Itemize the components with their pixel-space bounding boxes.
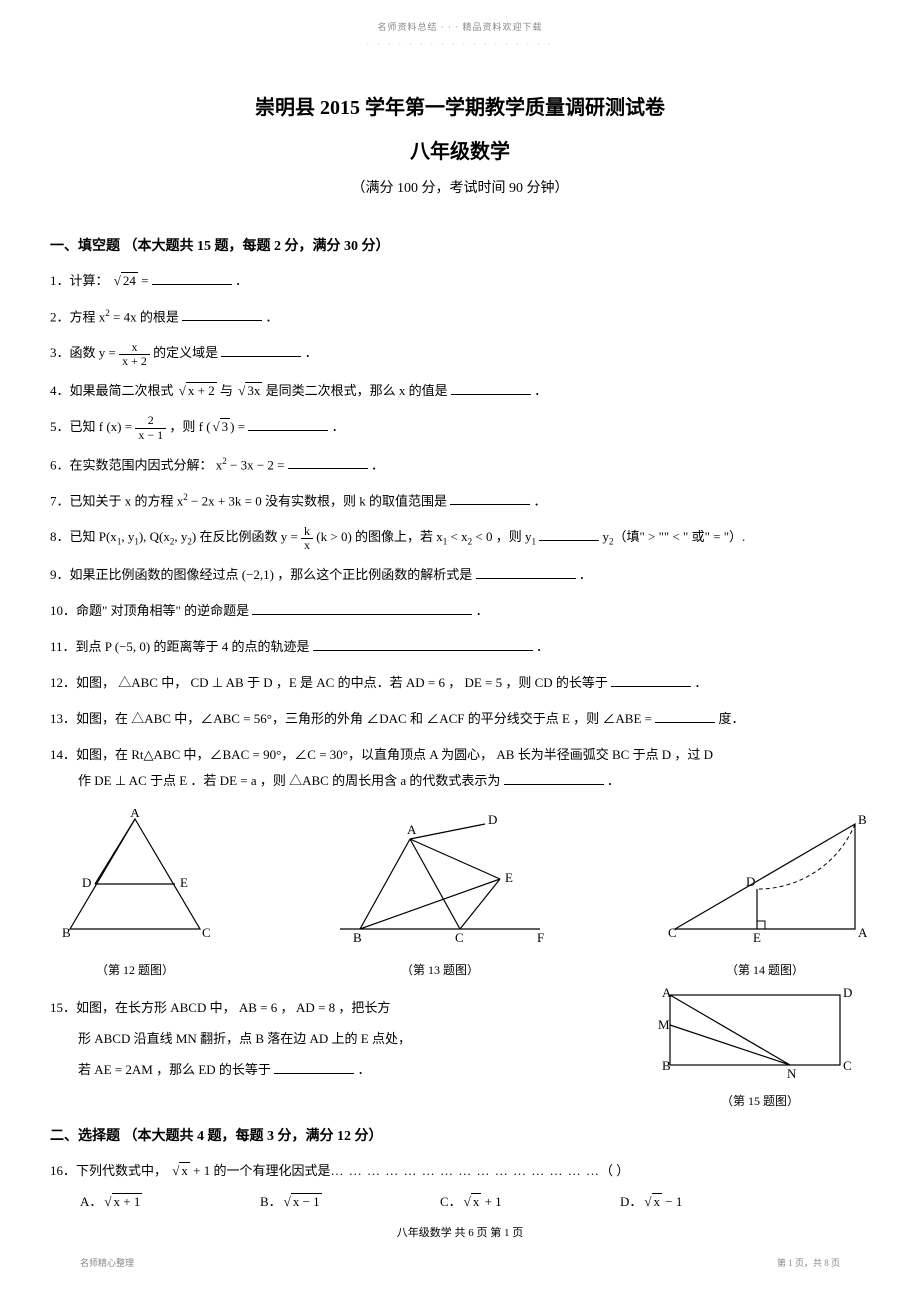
figures-row: A B C D E （第 12 题图） A B C D E — [50, 809, 870, 980]
question-7: 7．已知关于 x 的方程 x2 − 2x + 3k = 0 没有实数根，则 k … — [50, 488, 870, 514]
figure-13: A B C D E F （第 13 题图） — [325, 809, 555, 980]
page-footer: 八年级数学 共 6 页 第 1 页 — [50, 1225, 870, 1243]
blank — [274, 1061, 354, 1074]
fraction: xx + 2 — [119, 341, 150, 368]
svg-text:A: A — [662, 985, 672, 1000]
question-4: 4．如果最简二次根式 x + 2 与 3x 是同类二次根式，那么 x 的值是 ． — [50, 378, 870, 404]
figure-14: A B C D E （第 14 题图） — [660, 809, 870, 980]
question-8: 8．已知 P(x1, y1), Q(x2, y2) 在反比例函数 y = kx … — [50, 524, 870, 552]
blank — [313, 638, 533, 651]
fig15-svg: A D B C M N — [650, 985, 860, 1080]
svg-text:B: B — [62, 925, 71, 940]
fig12-svg: A B C D E — [50, 809, 220, 949]
svg-text:C: C — [202, 925, 211, 940]
fig15-label: （第 15 题图） — [650, 1092, 870, 1111]
svg-text:B: B — [662, 1058, 671, 1073]
svg-text:M: M — [658, 1017, 670, 1032]
blank — [288, 456, 368, 469]
fig14-label: （第 14 题图） — [660, 961, 870, 980]
question-12: 12．如图， △ABC 中， CD ⊥ AB 于 D ，E 是 AC 的中点．若… — [50, 670, 870, 696]
question-3: 3．函数 y = xx + 2 的定义域是 ． — [50, 340, 870, 368]
q16-options: A．x + 1 B．x − 1 C．x + 1 D．x − 1 — [50, 1189, 870, 1215]
question-5: 5．已知 f (x) = 2x − 1 ，则 f (3) = ． — [50, 414, 870, 442]
fig13-label: （第 13 题图） — [325, 961, 555, 980]
svg-text:D: D — [746, 874, 755, 889]
svg-text:C: C — [455, 930, 464, 945]
bottom-left-note: 名师精心整理 — [80, 1256, 134, 1270]
blank — [221, 344, 301, 357]
blank — [152, 272, 232, 285]
figure-12: A B C D E （第 12 题图） — [50, 809, 220, 980]
fig14-svg: A B C D E — [660, 809, 870, 949]
fig13-svg: A B C D E F — [325, 809, 555, 949]
question-15: 15．如图，在长方形 ABCD 中， AB = 6 ， AD = 8 ，把长方 … — [50, 985, 870, 1111]
blank — [476, 566, 576, 579]
exam-subject: 八年级数学 — [50, 136, 870, 168]
svg-text:A: A — [407, 822, 417, 837]
svg-text:E: E — [753, 930, 761, 945]
section-2-header: 二、选择题 （本大题共 4 题，每题 3 分，满分 12 分） — [50, 1126, 870, 1148]
blank — [451, 382, 531, 395]
svg-text:C: C — [843, 1058, 852, 1073]
question-13: 13．如图，在 △ABC 中，∠ABC = 56°，三角形的外角 ∠DAC 和 … — [50, 706, 870, 732]
svg-text:F: F — [537, 930, 544, 945]
question-1: 1．计算： 24 = ． — [50, 268, 870, 294]
blank — [539, 528, 599, 541]
blank — [450, 492, 530, 505]
option-c: C．x + 1 — [440, 1189, 620, 1215]
blank — [252, 602, 472, 615]
blank — [182, 308, 262, 321]
fig12-label: （第 12 题图） — [50, 961, 220, 980]
question-14: 14．如图，在 Rt△ABC 中，∠BAC = 90°，∠C = 30°，以直角… — [50, 742, 870, 794]
question-6: 6．在实数范围内因式分解： x2 − 3x − 2 = ． — [50, 452, 870, 478]
option-a: A．x + 1 — [80, 1189, 260, 1215]
svg-text:D: D — [488, 812, 497, 827]
figure-15: A D B C M N （第 15 题图） — [650, 985, 870, 1111]
svg-text:A: A — [130, 809, 140, 820]
svg-text:B: B — [353, 930, 362, 945]
blank — [248, 418, 328, 431]
doc-header-dots: · · · · · · · · · · · · · · · · · · — [50, 39, 870, 52]
exam-title: 崇明县 2015 学年第一学期教学质量调研测试卷 — [50, 92, 870, 124]
question-9: 9．如果正比例函数的图像经过点 (−2,1) ，那么这个正比例函数的解析式是 ． — [50, 562, 870, 588]
doc-header: 名师资料总结 · · · 精品资料欢迎下载 — [50, 20, 870, 34]
question-16: 16．下列代数式中， x + 1 的一个有理化因式是… … … … … … … … — [50, 1158, 870, 1215]
question-10: 10．命题" 对顶角相等" 的逆命题是 ． — [50, 598, 870, 624]
svg-text:D: D — [82, 875, 91, 890]
section-1-header: 一、填空题 （本大题共 15 题，每题 2 分，满分 30 分） — [50, 236, 870, 258]
svg-text:B: B — [858, 812, 867, 827]
svg-text:A: A — [858, 925, 868, 940]
blank — [611, 674, 691, 687]
blank — [655, 710, 715, 723]
exam-subtitle: （满分 100 分，考试时间 90 分钟） — [50, 178, 870, 200]
option-d: D．x − 1 — [620, 1189, 800, 1215]
svg-text:E: E — [505, 870, 513, 885]
option-b: B．x − 1 — [260, 1189, 440, 1215]
blank — [504, 772, 604, 785]
question-2: 2．方程 x2 = 4x 的根是 ． — [50, 304, 870, 330]
question-11: 11．到点 P (−5, 0) 的距离等于 4 的点的轨迹是 ． — [50, 634, 870, 660]
svg-text:C: C — [668, 925, 677, 940]
sqrt: 24 — [112, 268, 138, 294]
svg-text:N: N — [787, 1066, 797, 1080]
bottom-right-note: 第 1 页，共 8 页 — [777, 1256, 840, 1270]
svg-text:E: E — [180, 875, 188, 890]
svg-text:D: D — [843, 985, 852, 1000]
